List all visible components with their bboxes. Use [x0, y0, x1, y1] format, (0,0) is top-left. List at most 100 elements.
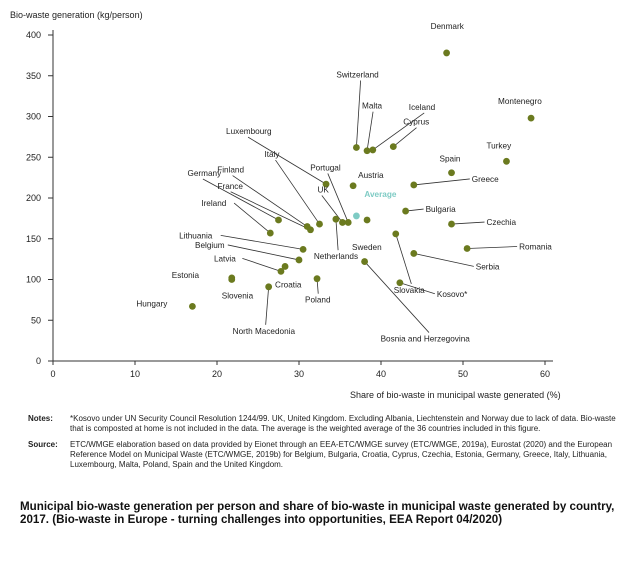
- point-latvia: [277, 267, 285, 275]
- point-bosnia-and-herzegovina: [361, 258, 368, 265]
- leader-germany: [202, 178, 279, 221]
- label-luxembourg: Luxembourg: [226, 127, 272, 136]
- label-denmark: Denmark: [431, 22, 465, 31]
- label-montenegro: Montenegro: [498, 97, 542, 106]
- source-text: ETC/WMGE elaboration based on data provi…: [70, 440, 613, 469]
- point-spain: [448, 169, 455, 177]
- x-tick-label: 50: [458, 369, 468, 379]
- data-points: [189, 49, 535, 310]
- point-montenegro: [527, 114, 535, 122]
- label-slovenia: Slovenia: [222, 292, 254, 301]
- label-hungary: Hungary: [136, 299, 168, 308]
- label-estonia: Estonia: [172, 271, 200, 280]
- leader-malta: [366, 111, 374, 151]
- label-romania: Romania: [519, 243, 552, 252]
- label-italy: Italy: [265, 150, 281, 159]
- label-finland: Finland: [217, 166, 244, 175]
- x-tick-label: 10: [130, 369, 140, 379]
- label-lithuania: Lithuania: [179, 231, 213, 240]
- point-france: [307, 226, 314, 234]
- point-italy: [316, 220, 323, 228]
- label-netherlands: Netherlands: [314, 252, 358, 261]
- point-iceland: [369, 146, 377, 154]
- label-austria: Austria: [358, 171, 384, 180]
- x-tick-label: 60: [540, 369, 550, 379]
- label-portugal: Portugal: [310, 163, 341, 172]
- point-lithuania: [299, 245, 307, 253]
- point-slovakia: [392, 230, 400, 238]
- label-uk: UK: [317, 185, 329, 194]
- leader-czechia: [451, 221, 485, 225]
- y-tick-label: 350: [26, 71, 41, 81]
- point-uk: [339, 219, 346, 226]
- label-kosovo: Kosovo*: [437, 290, 468, 299]
- notes-label: Notes:: [28, 414, 53, 423]
- leader-kosovo: [399, 282, 435, 295]
- point-serbia: [410, 250, 418, 257]
- label-belgium: Belgium: [195, 241, 225, 250]
- label-iceland: Iceland: [409, 103, 436, 112]
- label-average: Average: [364, 190, 396, 199]
- x-tick-label: 30: [294, 369, 304, 379]
- label-north-macedonia: North Macedonia: [233, 327, 296, 336]
- label-croatia: Croatia: [275, 280, 302, 289]
- point-cyprus: [389, 143, 397, 151]
- point-average: [353, 212, 360, 220]
- point-germany: [275, 216, 282, 224]
- notes-text: *Kosovo under UN Security Council Resolu…: [70, 414, 616, 433]
- figure-caption: Municipal bio-waste generation per perso…: [20, 500, 615, 526]
- point-portugal: [344, 219, 352, 226]
- point-czechia: [448, 220, 455, 228]
- leader-switzerland: [356, 80, 361, 148]
- point-luxembourg: [322, 180, 330, 188]
- label-serbia: Serbia: [476, 262, 500, 271]
- x-tick-label: 0: [50, 369, 55, 379]
- scatter-chart: 0 10 20 30 40 50 60 0 50 100 150 200 250 300 350 400 De…: [10, 10, 561, 400]
- label-poland: Poland: [305, 296, 331, 305]
- point-kosovo: [396, 279, 404, 287]
- y-tick-label: 300: [26, 112, 41, 122]
- source-label: Source:: [28, 440, 58, 449]
- label-latvia: Latvia: [214, 254, 236, 263]
- figure-notes: Notes: *Kosovo under UN Security Council…: [28, 414, 618, 476]
- x-tick-label: 20: [212, 369, 222, 379]
- y-axis-label: Bio-waste generation (kg/person): [10, 10, 143, 20]
- leader-greece: [413, 178, 470, 186]
- label-germany: Germany: [188, 169, 223, 178]
- leader-bosnia-and-herzegovina: [364, 261, 430, 333]
- point-bulgaria: [402, 207, 409, 215]
- label-cyprus: Cyprus: [403, 118, 429, 127]
- point-netherlands: [332, 215, 340, 223]
- label-spain: Spain: [440, 155, 461, 164]
- point-austria: [349, 182, 357, 190]
- point-romania: [463, 245, 471, 252]
- leader-italy: [275, 159, 320, 225]
- label-malta: Malta: [362, 102, 382, 111]
- point-croatia: [281, 263, 289, 270]
- point-ireland: [266, 229, 274, 237]
- label-switzerland: Switzerland: [336, 70, 379, 79]
- leader-serbia: [413, 253, 474, 267]
- label-turkey: Turkey: [486, 141, 512, 150]
- y-tick-label: 100: [26, 275, 41, 285]
- leader-france: [230, 191, 311, 231]
- leader-luxembourg: [247, 136, 327, 185]
- leader-lithuania: [220, 234, 304, 250]
- label-bulgaria: Bulgaria: [426, 205, 456, 214]
- label-ireland: Ireland: [201, 199, 226, 208]
- point-belgium: [295, 256, 303, 264]
- leader-finland: [232, 175, 308, 227]
- label-czechia: Czechia: [487, 218, 517, 227]
- point-sweden: [363, 216, 371, 224]
- point-hungary: [189, 302, 196, 310]
- x-tick-label: 40: [376, 369, 386, 379]
- y-tick-label: 250: [26, 152, 41, 162]
- leader-latvia: [242, 257, 282, 272]
- leader-ireland: [233, 202, 271, 234]
- label-slovakia: Slovakia: [394, 286, 425, 295]
- leader-netherlands: [335, 219, 339, 251]
- leader-uk: [321, 195, 343, 223]
- leader-iceland: [372, 112, 425, 151]
- point-greece: [410, 181, 418, 189]
- point-turkey: [503, 157, 510, 165]
